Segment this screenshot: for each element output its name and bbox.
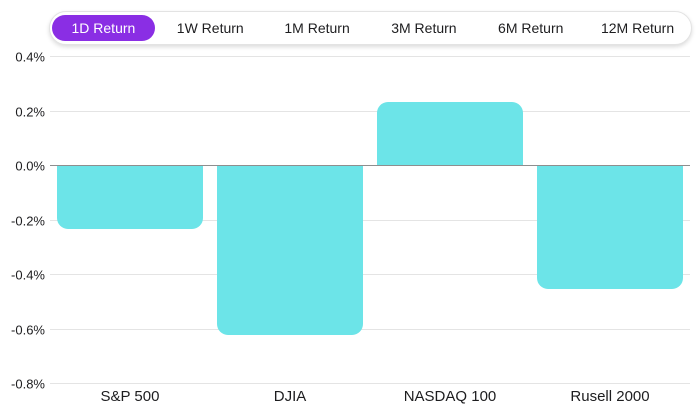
y-axis-tick-label: -0.2% [11, 213, 45, 228]
y-axis-tick-label: -0.8% [11, 376, 45, 392]
bar-rusell-2000[interactable] [537, 166, 683, 289]
zero-line [50, 165, 690, 166]
x-axis-label-nasdaq-100: NASDAQ 100 [403, 388, 497, 405]
gridline [50, 56, 690, 57]
gridline [50, 219, 690, 221]
x-axis-label-rusell-2000: Rusell 2000 [570, 388, 650, 405]
gridline [50, 328, 690, 330]
gridline [50, 274, 690, 275]
y-axis-tick-label: 0.4% [15, 49, 45, 65]
bar-sp-500[interactable] [57, 166, 203, 229]
gridline [50, 110, 690, 112]
y-axis-tick-label: -0.6% [11, 322, 45, 337]
tab-6m-return[interactable]: 6M Return [498, 20, 564, 36]
x-axis-label-djia: DJIA [273, 388, 307, 405]
x-axis-label-sp-500: S&P 500 [100, 388, 160, 405]
tab-1d-return[interactable]: 1D Return [52, 15, 155, 41]
tab-1w-return[interactable]: 1W Return [176, 20, 244, 36]
y-axis-tick-label: -0.4% [11, 267, 45, 283]
bar-nasdaq-100[interactable] [377, 102, 523, 165]
tab-12m-return[interactable]: 12M Return [600, 20, 675, 36]
bar-djia[interactable] [217, 166, 363, 335]
return-period-tab-bar: 1D Return 1W Return 1M Return 3M Return 6M R… [49, 11, 692, 45]
gridline [50, 383, 690, 384]
y-axis-tick-label: 0.2% [15, 104, 45, 119]
y-axis-tick-label: 0.0% [15, 158, 45, 174]
tab-3m-return[interactable]: 3M Return [391, 20, 457, 36]
tab-1m-return[interactable]: 1M Return [284, 20, 350, 36]
